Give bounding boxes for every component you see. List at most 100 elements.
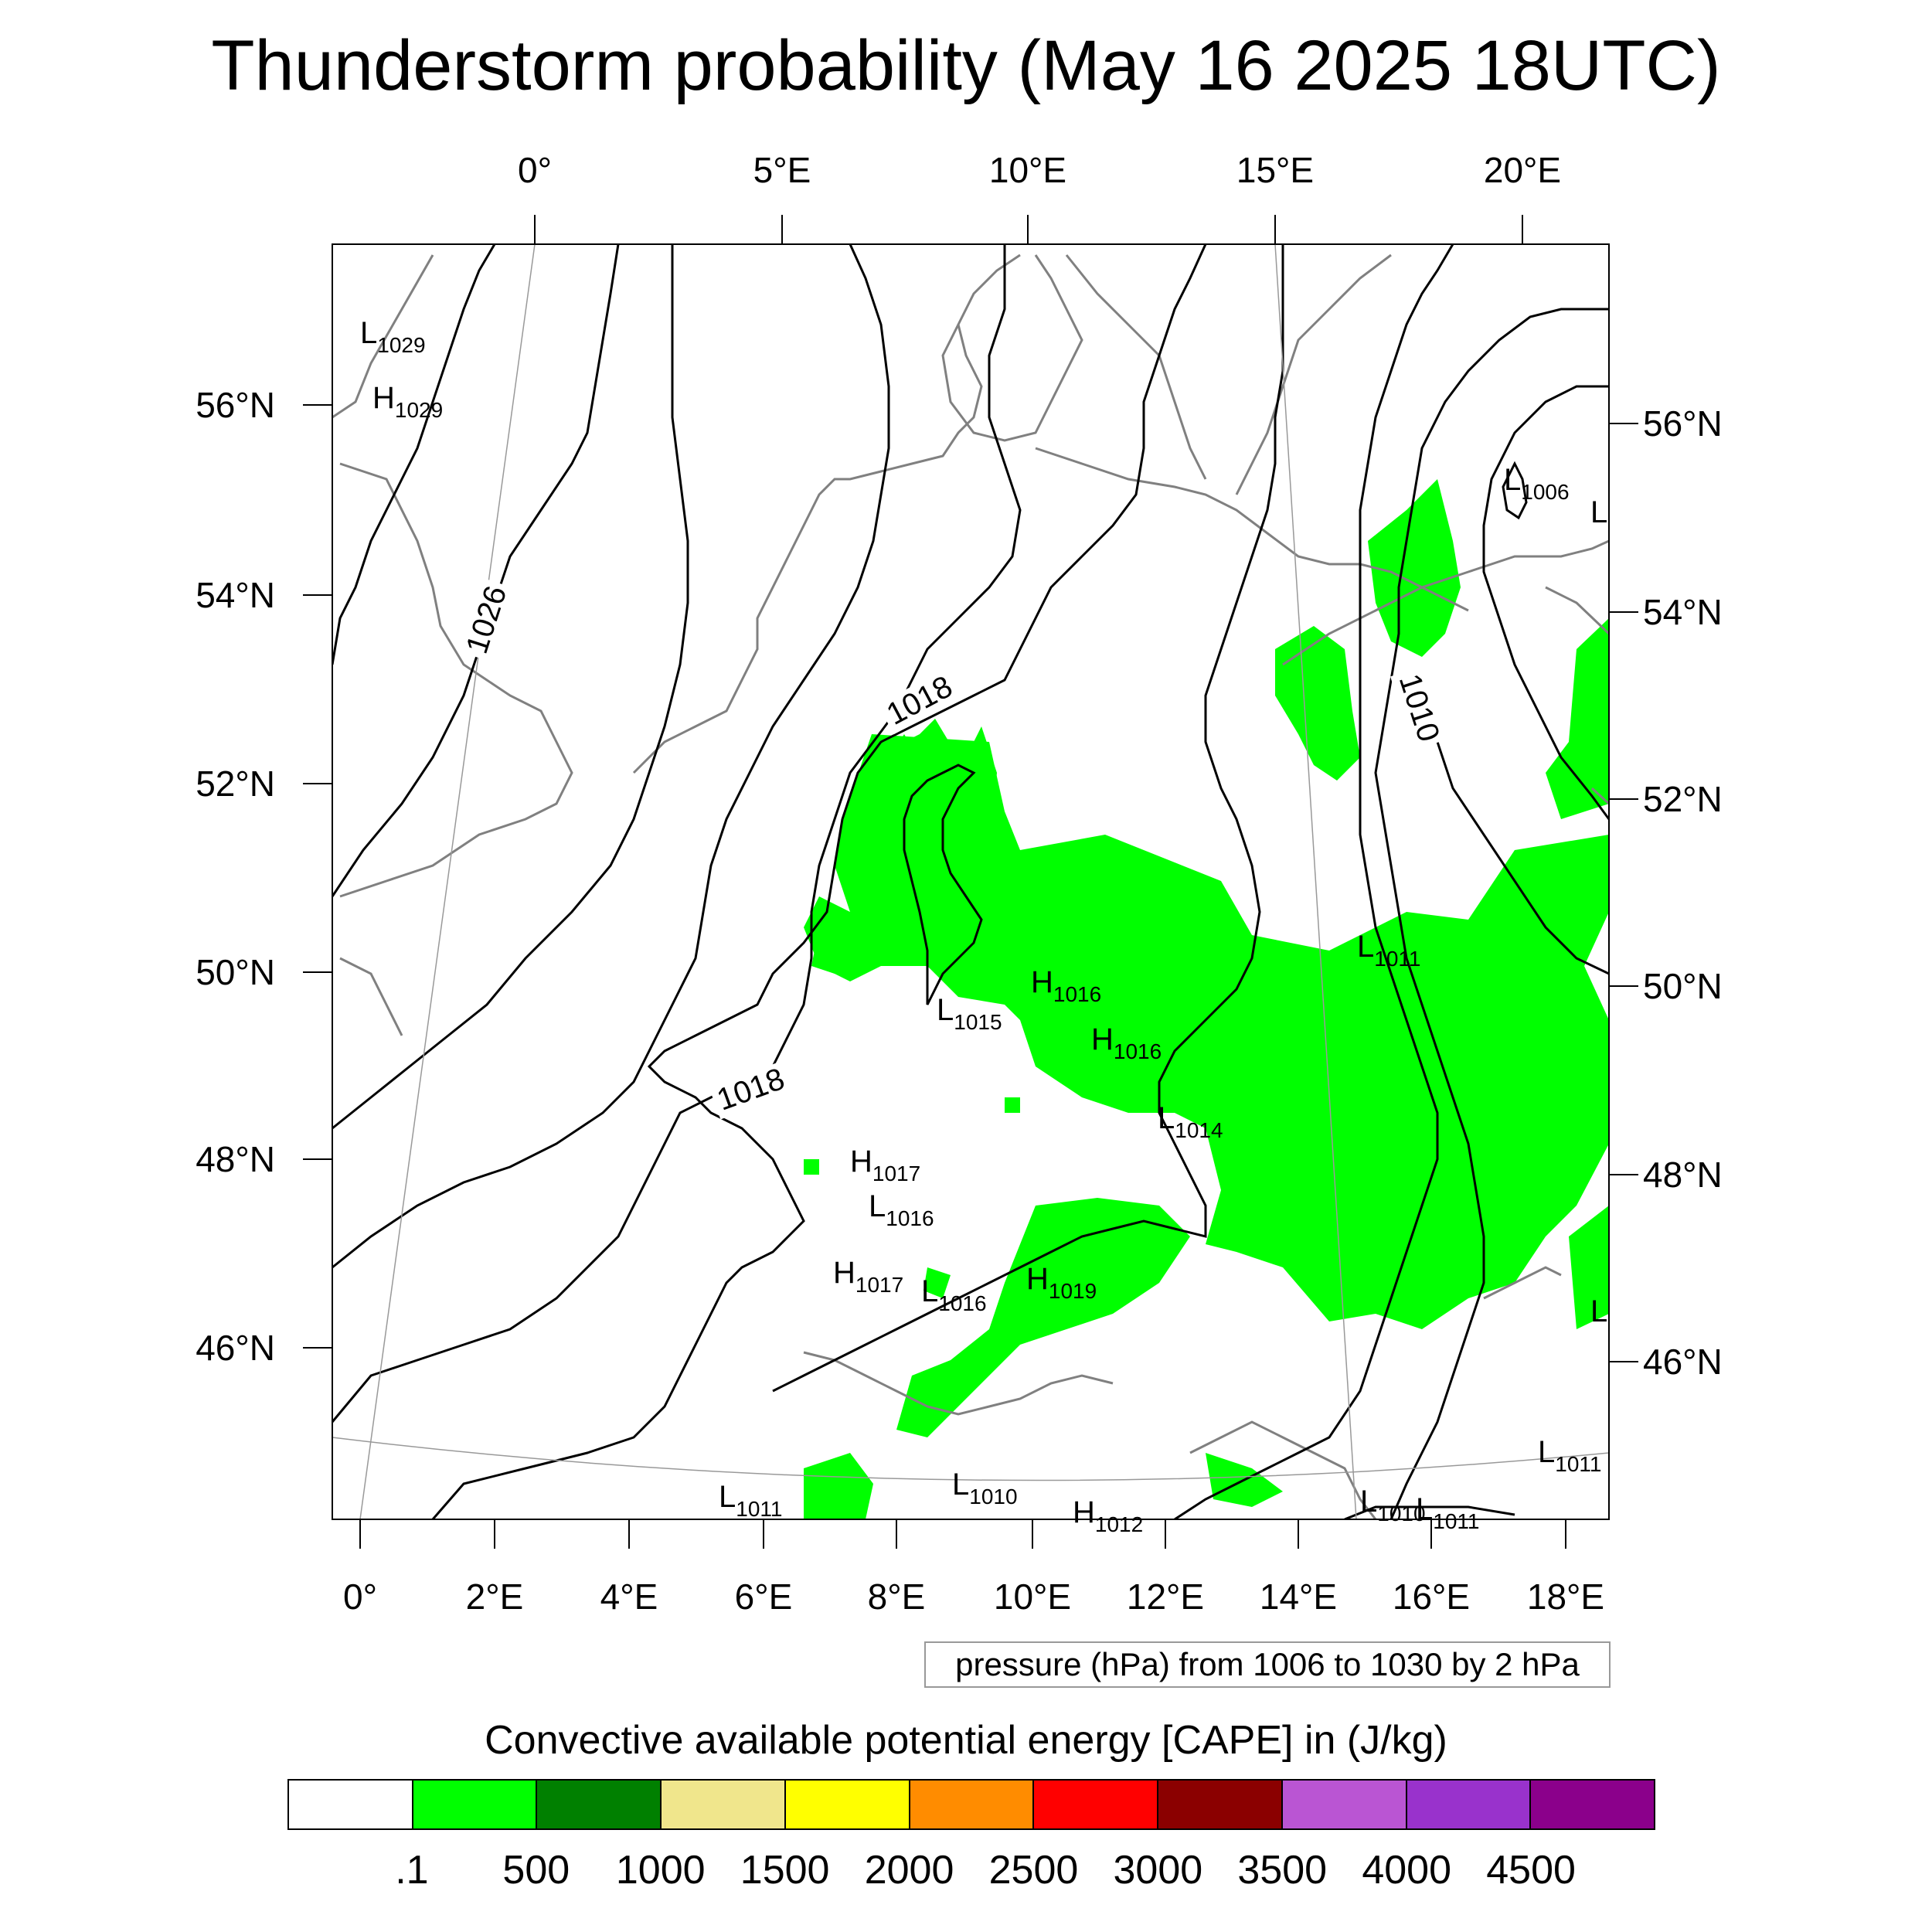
coastline-hungary	[1483, 1266, 1562, 1300]
pressure-center-label: L1011	[1357, 930, 1420, 971]
pressure-center-label: L1014	[1158, 1101, 1223, 1142]
pressure-center-label: H1012	[1073, 1495, 1143, 1536]
colorbar-box	[1158, 1781, 1283, 1828]
coastline-italy-north	[803, 1351, 1114, 1416]
isobar-1014	[1174, 244, 1454, 1519]
colorbar-box	[910, 1781, 1035, 1828]
isobar-1012	[1374, 308, 1609, 1519]
bottom-lon-label: 4°E	[600, 1577, 658, 1617]
bottom-lon-label: 2°E	[466, 1577, 524, 1617]
isobar-1016-loop	[903, 764, 983, 1005]
colorbar-tick-label: .1	[395, 1848, 429, 1893]
colorbar-title: Convective available potential energy [C…	[485, 1718, 1447, 1763]
chart-title: Thunderstorm probability (May 16 2025 18…	[211, 26, 1721, 105]
isobar-label: 1018	[713, 1062, 789, 1117]
colorbar-box	[1406, 1781, 1532, 1828]
isobar-label-bg	[709, 1060, 794, 1120]
top-lon-label: 10°E	[989, 150, 1066, 190]
top-lon-label: 20°E	[1484, 150, 1561, 190]
isobar-label-bg	[459, 577, 515, 662]
isobar-label: 1010	[1393, 670, 1446, 746]
pressure-center-label: H1029	[372, 381, 443, 422]
coastline-adriatic	[1189, 1420, 1377, 1519]
pressure-center-label: L1029	[360, 316, 426, 357]
pressure-center-label: L1015	[937, 993, 1002, 1034]
bottom-lon-label: 14°E	[1260, 1577, 1337, 1617]
pressure-center-label: L1016	[921, 1274, 987, 1315]
bottom-lon-label: 6°E	[735, 1577, 793, 1617]
colorbar	[287, 1779, 1655, 1830]
bottom-lon-label: 16°E	[1393, 1577, 1470, 1617]
cape-area-east	[1546, 618, 1609, 819]
left-lat-label: 52°N	[196, 764, 275, 804]
isobar-label-bg	[1390, 665, 1447, 750]
isobar-1010	[1420, 695, 1609, 975]
isobar-label: 1026	[460, 582, 513, 658]
coastline-uk-east	[332, 254, 573, 898]
isobar-1028	[332, 244, 496, 665]
pressure-center-label: L1016	[869, 1189, 934, 1230]
pressure-center-label: L1006	[1504, 463, 1570, 504]
colorbar-box	[1034, 1781, 1159, 1828]
colorbar-box	[289, 1781, 413, 1828]
axis-label-layer: 0° 5°E 10°E 15°E 20°E 0° 2°E 4°E 6°E 8°E 10°E 12°E 1…	[196, 150, 1723, 1617]
isobar-layer	[332, 244, 1609, 1519]
top-lon-label: 5°E	[753, 150, 811, 190]
pressure-center-label: H1016	[1031, 965, 1101, 1006]
coastline-baltic-south	[1035, 447, 1469, 612]
pressure-legend: pressure (hPa) from 1006 to 1030 by 2 hP…	[924, 1641, 1611, 1688]
colorbar-tick-label: 2500	[988, 1848, 1079, 1893]
tick-layer	[303, 215, 1638, 1549]
cape-area-france-small	[811, 927, 842, 974]
left-lat-label: 46°N	[196, 1328, 275, 1368]
bottom-lon-label: 10°E	[994, 1577, 1071, 1617]
parallel-45n	[332, 1437, 1609, 1481]
colorbar-tick-label: 3000	[1113, 1848, 1203, 1893]
top-lon-label: 0°	[518, 150, 552, 190]
right-lat-label: 56°N	[1643, 403, 1723, 444]
colorbar-tick-label: 4000	[1362, 1848, 1452, 1893]
bottom-lon-label: 0°	[343, 1577, 377, 1617]
colorbar-tick-label: 3500	[1237, 1848, 1328, 1893]
pressure-center-label: L1011	[1538, 1435, 1601, 1476]
colorbar-box	[1531, 1781, 1655, 1828]
pressure-center-label: H1017	[850, 1145, 920, 1185]
pressure-center-label: L1010	[952, 1468, 1018, 1509]
right-lat-label: 50°N	[1643, 966, 1723, 1006]
right-lat-label: 46°N	[1643, 1342, 1723, 1382]
cape-area-north	[873, 719, 997, 850]
colorbar-box	[785, 1781, 910, 1828]
pressure-center-layer: L1029H1029L1006LL1011H1016L1015H1016L101…	[360, 316, 1607, 1536]
isobar-1018	[431, 244, 1207, 1519]
colorbar-box	[413, 1781, 538, 1828]
meridian-0	[359, 244, 536, 1519]
pressure-center-label: L1011	[1416, 1492, 1479, 1533]
pressure-center-label: H1016	[1091, 1022, 1162, 1063]
left-lat-label: 50°N	[196, 952, 275, 992]
left-lat-label: 48°N	[196, 1139, 275, 1179]
pressure-center-label: L1010	[1360, 1485, 1426, 1526]
graticule-layer	[332, 244, 1609, 1519]
cape-area-southeast	[1569, 1206, 1609, 1329]
colorbar-box	[537, 1781, 662, 1828]
pressure-center-label: L	[1590, 1294, 1607, 1328]
colorbar-box	[662, 1781, 786, 1828]
isobar-1022	[332, 244, 890, 1269]
coastline-benelux	[632, 253, 1021, 774]
top-lon-label: 15°E	[1236, 150, 1314, 190]
meridian-15e	[1274, 244, 1357, 1519]
left-lat-label: 56°N	[196, 385, 275, 425]
colorbar-tick-label: 4500	[1486, 1848, 1576, 1893]
right-lat-label: 52°N	[1643, 779, 1723, 819]
colorbar-tick-label: 1000	[615, 1848, 706, 1893]
coastline-east	[1545, 586, 1609, 805]
right-lat-label: 54°N	[1643, 592, 1723, 632]
right-lat-label: 48°N	[1643, 1155, 1723, 1195]
pressure-center-label: L	[1590, 495, 1607, 529]
pressure-center-label: L1011	[719, 1480, 782, 1521]
border-central-europe	[1282, 539, 1609, 666]
bottom-lon-label: 12°E	[1127, 1577, 1204, 1617]
coastline-france-west	[339, 957, 403, 1036]
cape-fill-layer	[804, 479, 1609, 1519]
